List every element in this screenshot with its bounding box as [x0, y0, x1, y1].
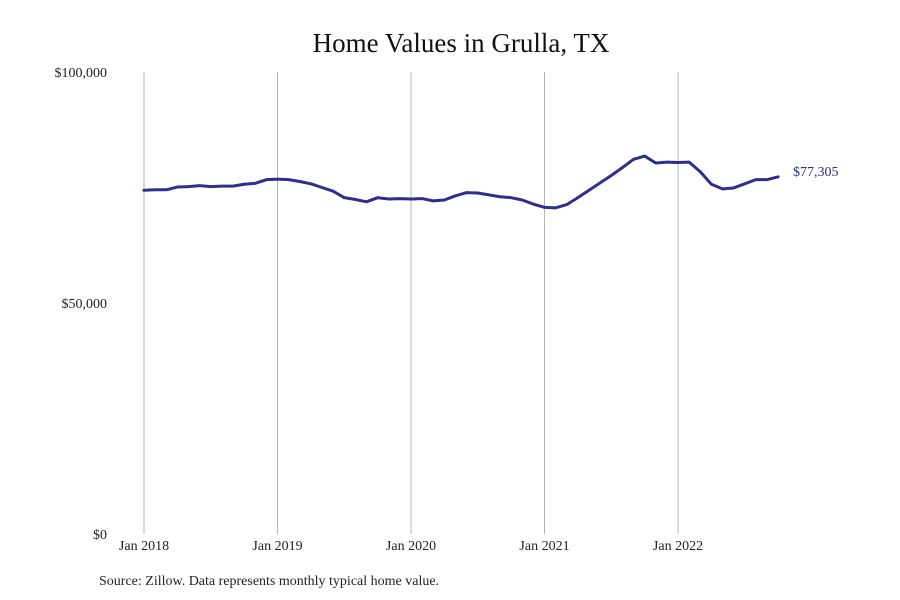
- series-group: [142, 154, 780, 210]
- x-tick-label: Jan 2021: [519, 539, 569, 554]
- gridlines: [143, 72, 679, 534]
- x-tick-label: Jan 2022: [653, 539, 703, 554]
- y-axis-ticks: $0 $50,000 $100,000: [55, 66, 108, 543]
- source-note: Source: Zillow. Data represents monthly …: [99, 574, 439, 589]
- y-tick-label: $100,000: [55, 66, 108, 81]
- y-tick-label: $50,000: [62, 297, 108, 312]
- series-line: [142, 154, 780, 210]
- chart-title: Home Values in Grulla, TX: [313, 28, 610, 58]
- x-tick-label: Jan 2018: [119, 539, 169, 554]
- x-tick-label: Jan 2020: [386, 539, 436, 554]
- y-tick-label: $0: [93, 528, 107, 543]
- end-value-label: $77,305: [793, 165, 839, 180]
- x-tick-label: Jan 2019: [252, 539, 302, 554]
- x-axis-ticks: Jan 2018 Jan 2019 Jan 2020 Jan 2021 Jan 2022: [119, 539, 703, 554]
